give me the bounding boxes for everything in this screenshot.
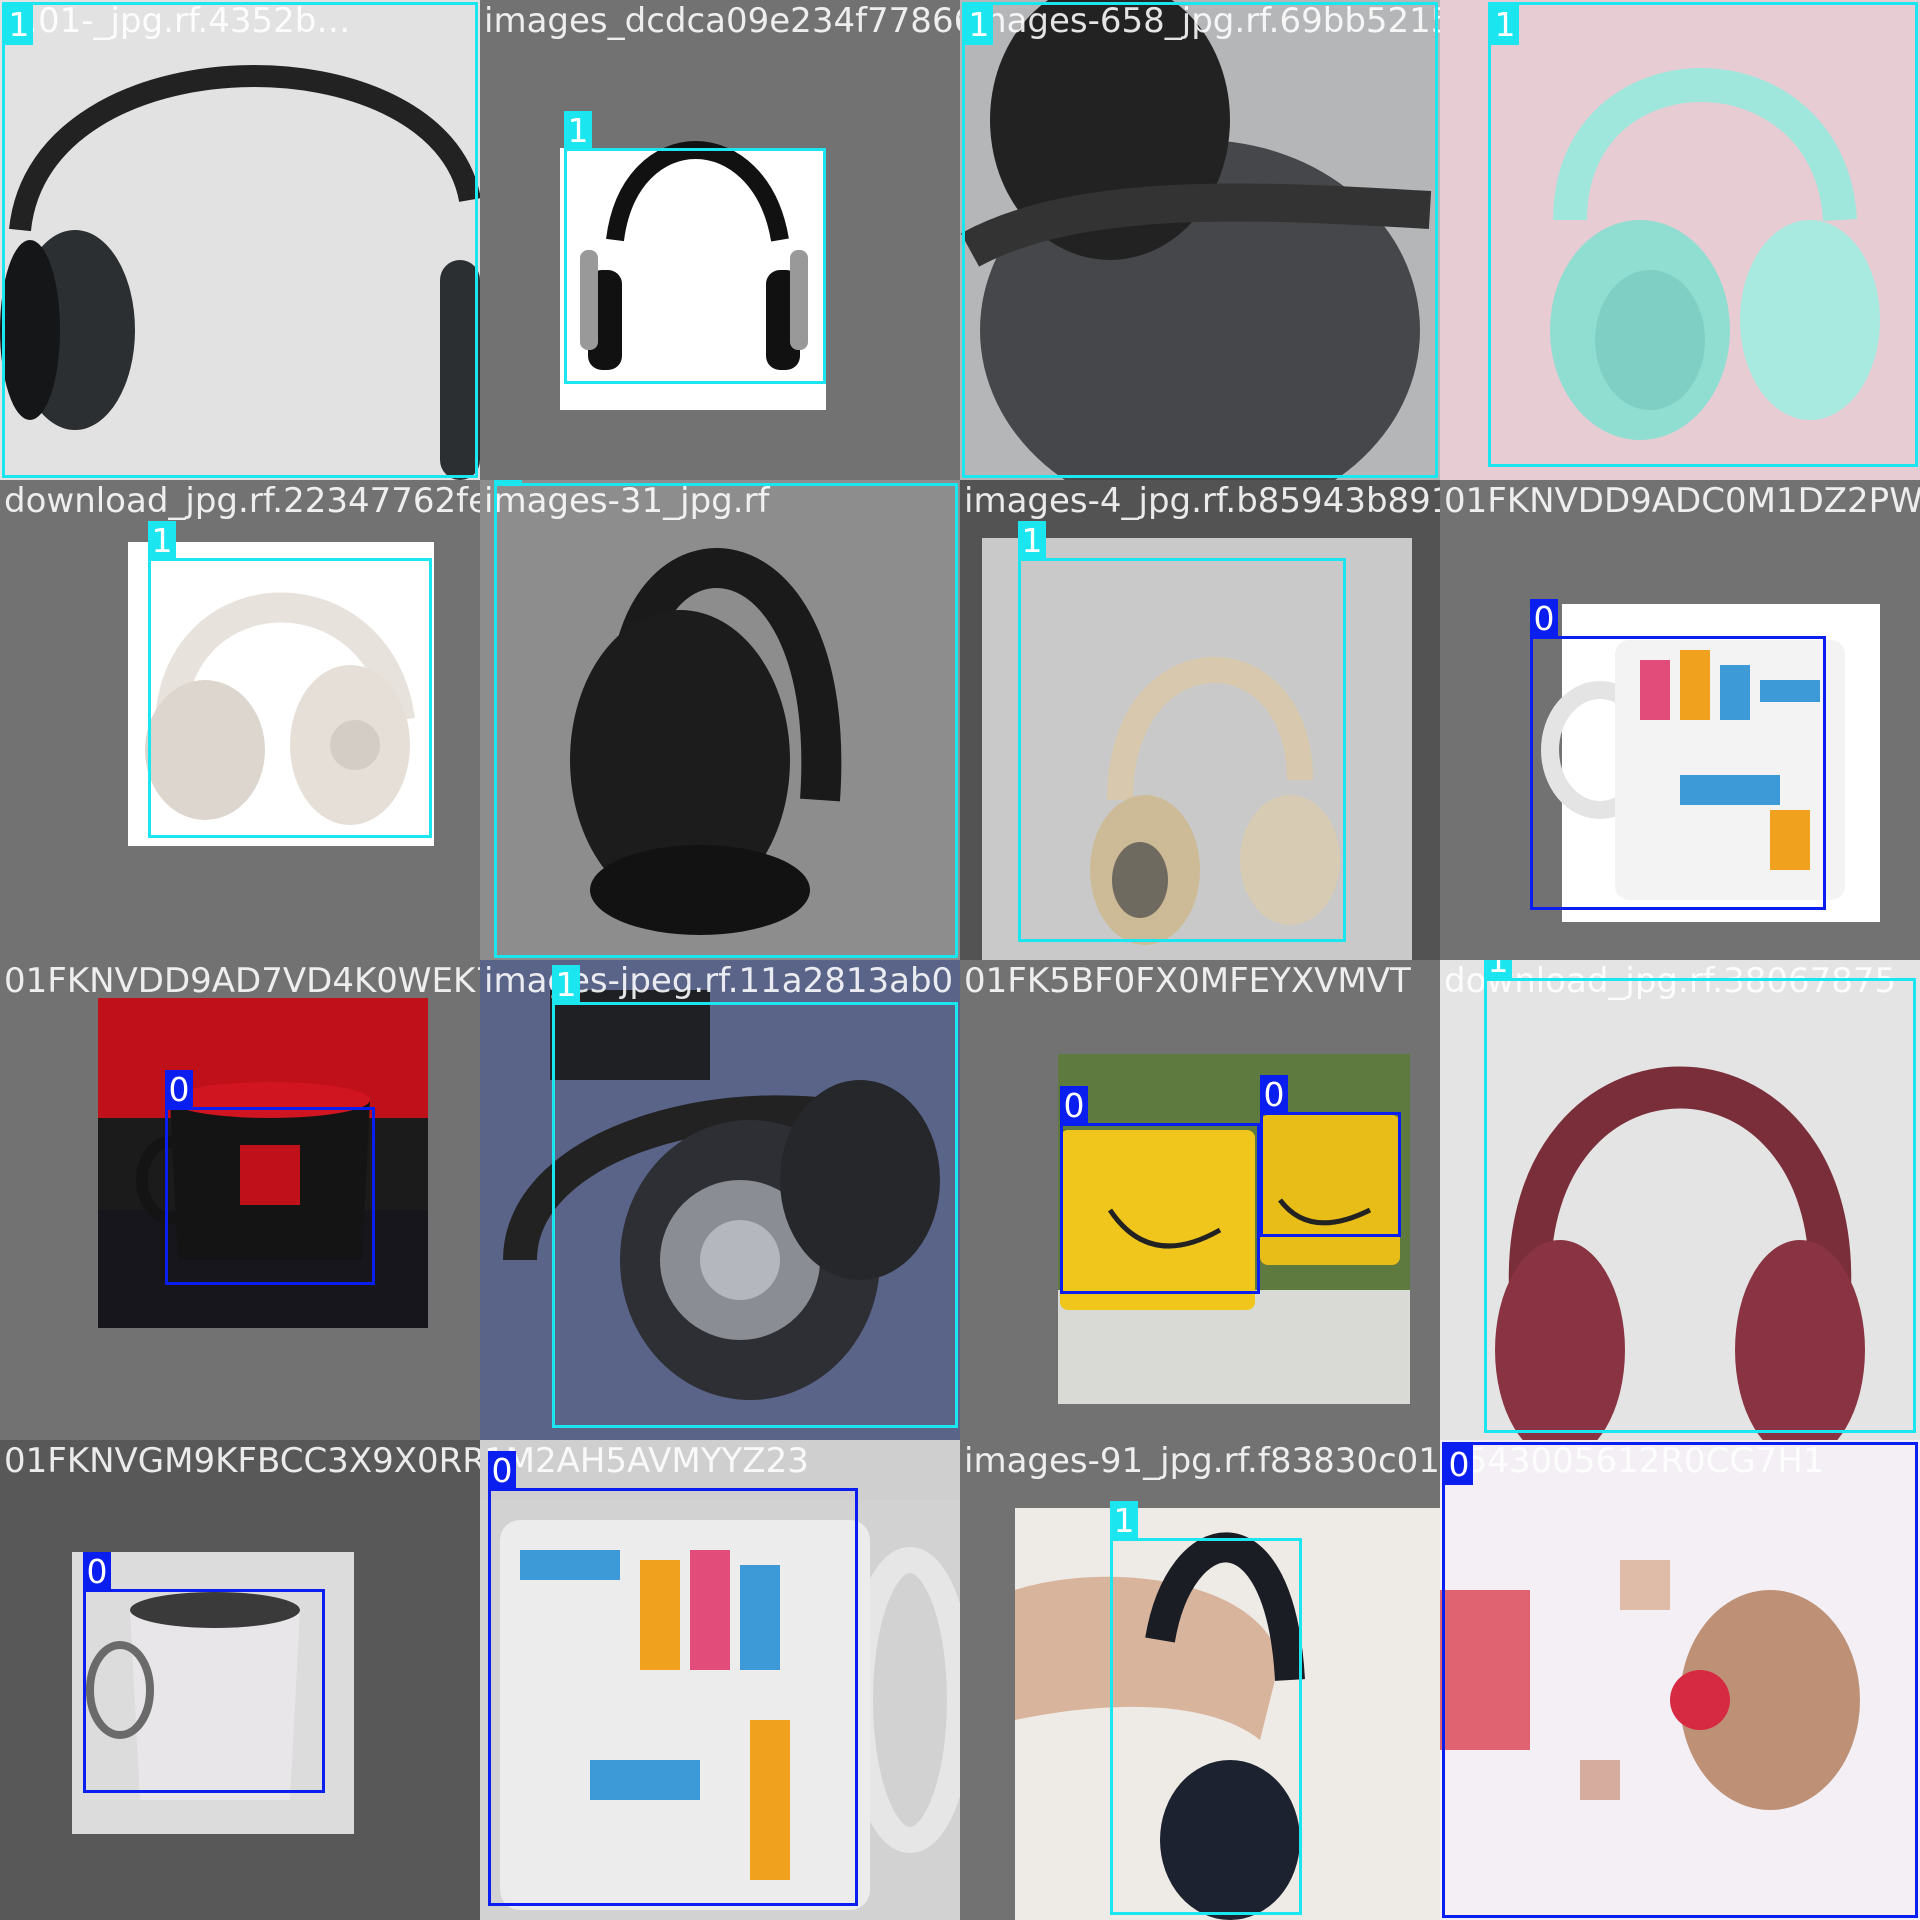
class-label: 1 xyxy=(1484,960,1512,981)
class-label: 0 xyxy=(1260,1075,1288,1115)
headphones-photo xyxy=(570,548,842,935)
tile-10: 01FK5BF0FX0MFEYXVMVT 0 0 xyxy=(960,960,1440,1440)
tile-2: images-658_jpg.rf.69bb5215bce 1 xyxy=(960,0,1440,480)
headphones-photo xyxy=(982,538,1412,960)
tile-1: images_dcdca09e234f778661363ed5 1 xyxy=(480,0,960,480)
bbox-class-1: 1 xyxy=(494,480,958,958)
class-label: 0 xyxy=(165,1070,193,1110)
tile-9: images-jpeg.rf.11a2813ab0 1 xyxy=(480,960,960,1440)
bbox-class-0: 0 xyxy=(1060,1086,1260,1294)
mug-photo xyxy=(1541,604,1880,922)
filename-label: 1M2AH5AVMYYZ23 xyxy=(484,1441,809,1481)
class-label: 0 xyxy=(1060,1086,1088,1126)
filename-label: 01FKNVGM9KFBCC3X9X0RRKKHVQTY0 xyxy=(4,1441,480,1481)
tile-5: images-31_jpg.rf 1 xyxy=(480,480,960,960)
tile-4: download_jpg.rf.22347762fe823a3e1d15fbd5… xyxy=(0,480,480,960)
filename-label: 01FKNVDD9AD7VD4K0WEK7HK3K4 xyxy=(4,961,480,1001)
class-label: 1 xyxy=(1018,521,1046,561)
filename-label: 01FK5BF0FX0MFEYXVMVT xyxy=(964,961,1411,1001)
class-label: 0 xyxy=(1530,599,1558,639)
tile-13: 1M2AH5AVMYYZ23 0 xyxy=(480,1440,960,1920)
bbox-class-0: 0 xyxy=(1442,1442,1918,1918)
tile-6: images-4_jpg.rf.b85943b891f4K2KVK5D7GFY … xyxy=(960,480,1440,960)
headphones-photo xyxy=(1495,1066,1865,1440)
bbox-class-1: 1 xyxy=(1018,521,1346,942)
headphones-photo xyxy=(1550,68,1880,440)
bbox-class-0: 0 xyxy=(1530,599,1826,910)
filename-label: images-658_jpg.rf.69bb5215bce xyxy=(964,1,1440,41)
class-label: 1 xyxy=(552,965,580,1005)
bbox-class-1: 1 xyxy=(962,2,1438,478)
filename-label: 0543005612R0CG7H1 xyxy=(1444,1441,1825,1481)
class-label: 0 xyxy=(83,1552,111,1592)
filename-label: images-4_jpg.rf.b85943b891f4K2KVK5D7GFY xyxy=(964,481,1440,521)
bbox-class-0: 0 xyxy=(488,1451,858,1906)
headphones-photo xyxy=(480,960,960,1440)
bbox-class-1: 1 xyxy=(1488,2,1918,467)
filename-label: …01-_jpg.rf.4352b… xyxy=(4,1,351,41)
tile-14: images-91_jpg.rf.f83830c01 1 xyxy=(960,1440,1440,1920)
headphones-photo xyxy=(960,0,1440,480)
class-label: 1 xyxy=(5,5,33,45)
headphones-photo xyxy=(128,542,434,846)
class-label: 0 xyxy=(488,1451,516,1491)
tile-7: 01FKNVDD9ADC0M1DZ2PWH 0 xyxy=(1440,480,1920,960)
class-label: 1 xyxy=(564,111,592,151)
class-label: 1 xyxy=(1110,1501,1138,1541)
filename-label: images-31_jpg.rf xyxy=(484,481,770,521)
pixelated-photo xyxy=(1440,1440,1920,1920)
filename-label: download_jpg.rf.22347762fe823a3e1d15fbd5… xyxy=(4,481,480,521)
bbox-class-1: 1 xyxy=(564,111,826,384)
tile-3: 1 xyxy=(1440,0,1920,480)
headphones-photo xyxy=(1015,1508,1440,1920)
mug-photo xyxy=(480,1500,960,1920)
tile-8: 01FKNVDD9AD7VD4K0WEK7HK3K4 0 xyxy=(0,960,480,1440)
class-label: 1 xyxy=(965,5,993,45)
class-label: 1 xyxy=(1491,5,1519,45)
class-label: 0 xyxy=(1445,1445,1473,1485)
bbox-class-1: 1 xyxy=(1484,960,1916,1433)
filename-label: images-91_jpg.rf.f83830c01 xyxy=(964,1441,1440,1481)
class-label: 1 xyxy=(494,480,522,486)
bbox-class-1: 1 xyxy=(1110,1501,1302,1915)
bbox-class-0: 0 xyxy=(83,1552,325,1793)
filename-label: images_dcdca09e234f778661363ed5 xyxy=(484,1,960,41)
tile-15: 0543005612R0CG7H1 0 xyxy=(1440,1440,1920,1920)
mug-photo xyxy=(72,1552,354,1834)
bbox-class-0: 0 xyxy=(165,1070,375,1285)
filename-label: download_jpg.rf.38067875 xyxy=(1444,961,1897,1001)
bbox-class-1: 1 xyxy=(2,2,478,478)
bbox-class-0: 0 xyxy=(1260,1075,1401,1237)
class-label: 1 xyxy=(148,521,176,561)
bbox-class-1: 1 xyxy=(148,521,432,838)
filename-label: 01FKNVDD9ADC0M1DZ2PWH xyxy=(1444,481,1920,521)
tile-11: download_jpg.rf.38067875 1 xyxy=(1440,960,1920,1440)
tile-0: …01-_jpg.rf.4352b… 1 xyxy=(0,0,480,480)
bbox-class-1: 1 xyxy=(552,965,958,1428)
headphones-photo xyxy=(0,65,480,480)
tile-12: 01FKNVGM9KFBCC3X9X0RRKKHVQTY0 0 xyxy=(0,1440,480,1920)
